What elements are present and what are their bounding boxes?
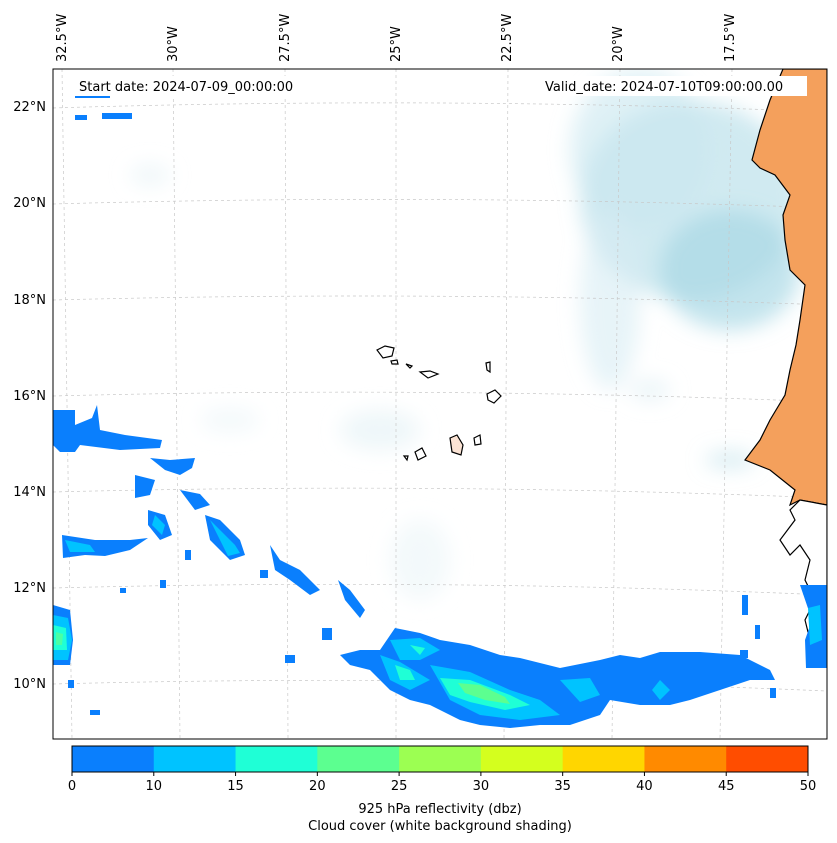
lat-label-20n: 20°N [13, 196, 46, 211]
colorbar-swatches [72, 746, 809, 772]
colorbar-tick-label: 20 [309, 779, 326, 794]
africa-land [744, 69, 827, 507]
lon-label-17-5w: 17.5°W [723, 14, 738, 62]
map-frame [52, 68, 828, 740]
valid-date-box: Valid_date: 2024-07-10T09:00:00.00 [540, 76, 807, 96]
colorbar-label-reflectivity: 925 hPa reflectivity (dbz) [358, 802, 521, 817]
colorbar-swatch [235, 746, 318, 772]
colorbar-tick-label: 10 [146, 779, 163, 794]
lon-label-32-5w: 32.5°W [55, 14, 70, 62]
colorbar-tick-label: 35 [554, 779, 571, 794]
lat-label-10n: 10°N [13, 677, 46, 692]
lat-label-16n: 16°N [13, 389, 46, 404]
colorbar-tick-label: 15 [227, 779, 244, 794]
colorbar-tick-label: 25 [391, 779, 408, 794]
start-date-box: Start date: 2024-07-09_00:00:00 [73, 76, 311, 96]
colorbar: 0 10 15 20 25 30 35 40 45 50 925 hPa reflectivity… [68, 745, 816, 834]
colorbar-swatch [644, 746, 727, 772]
colorbar-swatch [726, 746, 809, 772]
lon-label-20w: 20°W [611, 26, 626, 62]
colorbar-swatch [562, 746, 645, 772]
lon-label-27-5w: 27.5°W [278, 14, 293, 62]
lon-label-25w: 25°W [389, 26, 404, 62]
lat-label-18n: 18°N [13, 293, 46, 308]
lon-label-22-5w: 22.5°W [500, 14, 515, 62]
lat-label-14n: 14°N [13, 485, 46, 500]
colorbar-swatch [153, 746, 237, 772]
start-date-text: Start date: 2024-07-09_00:00:00 [79, 80, 293, 95]
longitude-labels: 32.5°W 30°W 27.5°W 25°W 22.5°W 20°W 17.5… [55, 14, 738, 62]
cloud-cover-shading [130, 70, 800, 600]
reflectivity-contours [53, 92, 827, 728]
map-area: Start date: 2024-07-09_00:00:00 Valid_da… [53, 69, 827, 739]
colorbar-swatch [72, 746, 155, 772]
colorbar-tick-label: 40 [636, 779, 653, 794]
latitude-labels: 22°N 20°N 18°N 16°N 14°N 12°N 10°N [13, 100, 46, 692]
colorbar-label-cloud-cover: Cloud cover (white background shading) [308, 819, 572, 834]
colorbar-tick-label: 0 [68, 779, 76, 794]
colorbar-tick-label: 45 [718, 779, 735, 794]
lat-label-12n: 12°N [13, 581, 46, 596]
lat-label-22n: 22°N [13, 100, 46, 115]
colorbar-tick-label: 50 [800, 779, 817, 794]
cape-verde-islands [376, 345, 502, 462]
valid-date-text: Valid_date: 2024-07-10T09:00:00.00 [545, 80, 783, 95]
colorbar-swatch [317, 746, 400, 772]
lon-label-30w: 30°W [166, 26, 181, 62]
colorbar-ticks: 0 10 15 20 25 30 35 40 45 50 [68, 772, 816, 794]
colorbar-frame [71, 745, 809, 773]
colorbar-tick-label: 30 [473, 779, 490, 794]
colorbar-swatch [480, 746, 564, 772]
colorbar-swatch [399, 746, 482, 772]
